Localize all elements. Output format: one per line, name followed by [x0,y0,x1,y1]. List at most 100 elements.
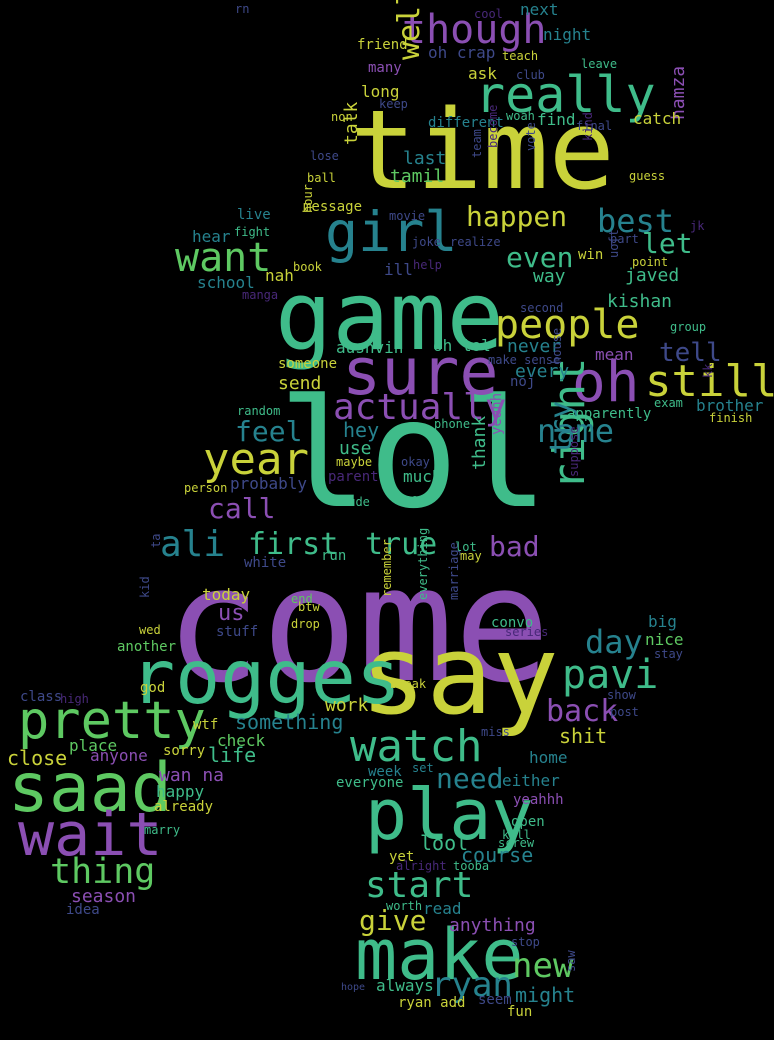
word-second: second [520,301,564,315]
word-break: break [390,677,427,691]
word-mean: mean [595,345,634,364]
word-anything: anything [449,915,536,936]
word-pavi: pavi [562,652,659,698]
word-lose: lose [310,149,339,163]
word-much: much [403,467,442,486]
word-yet: yet [389,849,415,865]
word-find: find [537,110,576,129]
word-idea: idea [66,902,100,918]
word-stay: stay [654,647,683,661]
word-show: show [607,688,636,702]
word-series: series [505,625,549,639]
word-worth: worth [386,899,423,913]
word-long: long [361,82,400,101]
word-hope: hope [341,982,366,993]
word-place: place [69,736,118,755]
word-wtf: wtf [193,717,219,733]
word-another: another [117,639,177,655]
word-best: best [597,202,675,240]
word-play: play [365,774,534,856]
word-remember: remember [380,539,394,597]
word-call: call [208,492,276,525]
word-sure: sure [342,335,499,410]
word-convo: convo [491,615,534,631]
word-ryan: ryan [431,965,513,1005]
word-noj: noj [510,374,536,390]
word-kill: kill [502,828,531,842]
word-nope: nope [404,492,433,506]
word-give: give [359,904,427,937]
word-really: really [475,66,656,124]
word-wed: wed [139,623,161,637]
word-god: god [140,680,166,696]
word-never: never [507,336,562,357]
word-post: post [610,705,639,719]
word-tamil: tamil [390,166,445,187]
word-final: final [576,119,613,133]
word-let: let [642,227,693,260]
word-home: home [529,748,568,767]
word-either: either [502,771,560,790]
word-even: even [506,241,574,274]
word-saw: saw [564,950,578,972]
word-true: true [365,527,438,562]
word-phone: phone [434,417,471,431]
word-finish: finish [709,411,753,425]
word-wait: wait [18,800,163,870]
word-though: though [402,7,547,53]
word-keep: keep [379,97,408,111]
word-oh-lol: oh lol [433,336,491,355]
word-season: season [71,886,137,907]
word-catch: catch [633,109,682,128]
word-want: want [175,235,272,281]
word-parent: parent [328,469,379,485]
word-close: close [7,746,68,770]
word-next: next [520,0,559,19]
word-saad: saad [8,749,172,828]
word-kishan: kishan [607,291,673,312]
word-something: something [235,710,344,734]
word-work: work [325,695,369,716]
word-suppose: suppose [567,426,581,477]
word-week: week [368,764,402,780]
word-win: win [578,247,604,263]
word-tell: tell [659,338,722,368]
word-fun: fun [507,1004,533,1020]
word-ball: ball [307,171,336,185]
word-hour: hour [301,184,315,213]
word-yeahhh: yeahhh [513,792,564,808]
word-happen: happen [466,200,568,233]
word-different: different [428,115,504,131]
word-javed: javed [625,265,680,286]
word-dude: dude [341,495,370,509]
word-ali: ali [160,524,226,565]
word-thing: thing [50,852,156,892]
word-shit: shit [559,724,608,748]
word-vote: vote [524,122,538,151]
word-kk: kk [701,363,715,378]
word-kid: kid [138,576,152,598]
word-hear: hear [192,227,231,246]
word-person: person [184,481,228,495]
word-many: many [368,60,402,76]
word-today: today [202,585,251,604]
word-brother: brother [696,396,764,415]
word-white: white [244,555,287,571]
word-always: always [376,976,434,995]
word-maybe: maybe [336,455,373,469]
word-everyone: everyone [336,775,404,791]
word-anyone: anyone [90,746,148,765]
word-house: house [550,327,564,364]
word-realize: realize [450,235,501,249]
word-ask: ask [468,64,497,83]
word-guess: guess [629,169,666,183]
word-come: come [165,531,551,718]
word-make: make [355,914,524,996]
word-wan-na: wan na [159,765,225,786]
word-miss: miss [481,725,510,739]
word-ta: ta [149,533,163,548]
word-time: time [350,86,615,214]
word-lool: lool [420,831,469,855]
word-first: first [248,527,339,562]
word-thank: thank [469,415,490,470]
